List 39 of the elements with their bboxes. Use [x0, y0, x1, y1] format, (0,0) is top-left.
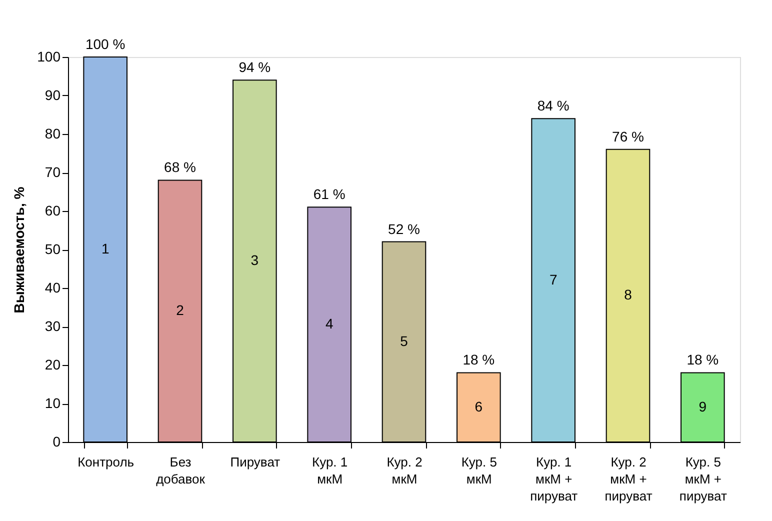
- x-tick-label: Контроль: [78, 454, 134, 470]
- annotation: 3: [250, 252, 259, 268]
- y-axis-title: Выживаемость, %: [11, 186, 28, 314]
- y-tick-label: 10: [44, 395, 61, 411]
- data-label: 84 %: [537, 98, 570, 114]
- y-tick-label: 90: [44, 87, 61, 103]
- y-tick-label: 70: [44, 164, 61, 180]
- annotation: 8: [624, 286, 632, 303]
- y-tick-label: 40: [44, 280, 61, 296]
- annotation: 9: [698, 398, 707, 414]
- data-label: 94 %: [238, 59, 271, 76]
- data-label: 61 %: [313, 186, 346, 202]
- x-tick-label: Кур. 2 мкМ: [386, 454, 422, 486]
- x-tick-label: Кур. 5 мкМ + пируват: [679, 454, 727, 504]
- x-tick-label: Кур. 2 мкМ + пируват: [604, 454, 652, 504]
- annotation: 2: [176, 302, 184, 318]
- y-tick-label: 100: [37, 48, 61, 64]
- annotation: 7: [549, 271, 558, 288]
- annotation: 6: [474, 398, 483, 414]
- data-label: 18 %: [686, 352, 719, 368]
- data-label: 76 %: [612, 128, 644, 144]
- y-tick-label: 50: [44, 241, 61, 257]
- y-tick-label: 0: [52, 434, 61, 450]
- x-tick-label: Пируват: [230, 454, 280, 470]
- y-tick-label: 20: [44, 356, 61, 372]
- data-label: 52 %: [388, 220, 420, 237]
- y-tick-label: 60: [44, 202, 61, 218]
- data-label: 68 %: [164, 159, 196, 176]
- annotation: 4: [325, 316, 334, 332]
- x-tick-label: Кур. 5 мкМ: [461, 454, 497, 486]
- x-tick-label: Кур. 1 мкМ: [312, 454, 348, 486]
- data-label: 100 %: [85, 36, 126, 52]
- annotation: 5: [400, 332, 408, 349]
- annotation: 1: [101, 240, 110, 256]
- y-tick-label: 80: [44, 126, 61, 142]
- y-tick-label: 30: [44, 318, 61, 334]
- data-label: 18 %: [462, 352, 495, 368]
- x-tick-label: Без добавок: [156, 454, 206, 486]
- x-tick-label: Кур. 1 мкМ + пируват: [530, 454, 578, 504]
